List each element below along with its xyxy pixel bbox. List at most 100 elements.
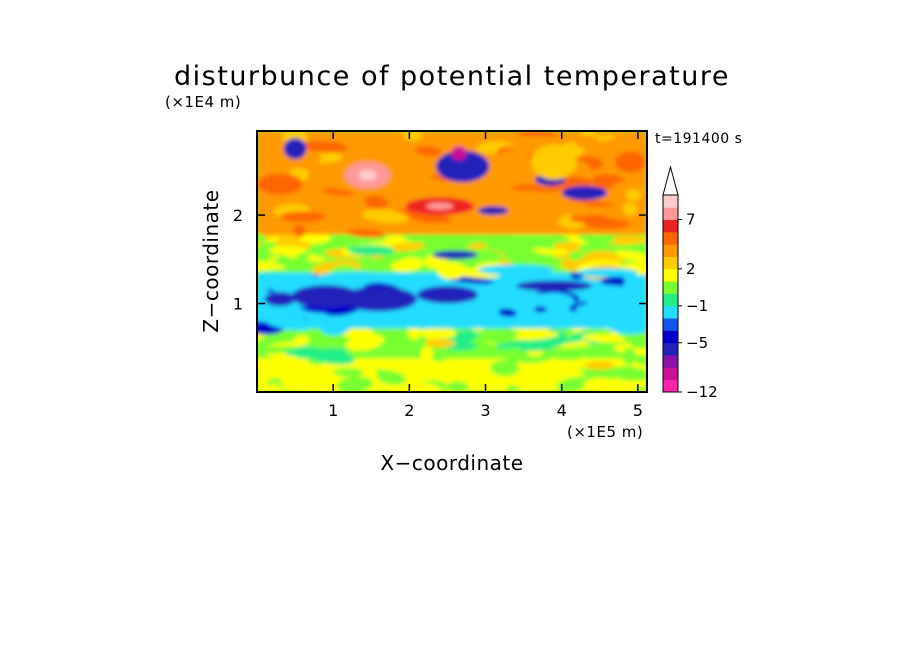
- field-patch: [348, 245, 395, 256]
- field-patch: [392, 182, 439, 191]
- colorbar-extend-arrow: [662, 165, 679, 196]
- field-patch: [317, 271, 395, 283]
- x-tick-label: 4: [557, 401, 567, 420]
- x-axis-ticks: 1 2 3 4 5: [328, 131, 643, 420]
- field-patch: [361, 209, 409, 224]
- field-patch: [615, 151, 646, 173]
- field-patch: [430, 355, 447, 362]
- field-patch: [556, 376, 595, 392]
- field-patch: [490, 360, 520, 377]
- field-patch: [402, 131, 422, 142]
- field-patch: [426, 202, 454, 210]
- x-tick-label: 5: [633, 401, 643, 420]
- field-patch: [424, 338, 456, 348]
- field-patch: [285, 347, 323, 357]
- field-patch: [542, 292, 575, 307]
- colorbar-label: −5: [686, 334, 708, 352]
- colorbar-swatch: [663, 330, 678, 344]
- field-patch: [333, 368, 364, 377]
- field-patch: [414, 146, 442, 157]
- field-patch: [436, 150, 490, 183]
- field-patch: [418, 328, 456, 339]
- field-patch: [587, 284, 620, 291]
- chart-title: disturbunce of potential temperature: [174, 61, 730, 92]
- field-patch: [320, 317, 352, 336]
- field-patch: [584, 313, 611, 329]
- field-patch: [363, 195, 388, 209]
- field-patch: [279, 211, 326, 223]
- y-axis-ticks: 12: [233, 206, 647, 314]
- colorbar-label: −1: [686, 297, 708, 315]
- colorbar-swatch: [663, 367, 678, 381]
- field-patch: [345, 334, 385, 351]
- field-patch: [535, 183, 579, 192]
- field-patch: [268, 246, 307, 255]
- field-patch: [559, 201, 595, 216]
- x-tick-label: 2: [404, 401, 414, 420]
- plot-frame: [256, 130, 648, 393]
- colorbar-swatch: [663, 342, 678, 356]
- colorbar-swatch: [663, 293, 678, 307]
- y-tick-label: 2: [233, 206, 243, 225]
- field-patch: [293, 335, 310, 345]
- y-unit-label: (×1E4 m): [165, 93, 241, 111]
- field-patch: [629, 314, 647, 320]
- field-patch: [319, 348, 349, 355]
- field-patch: [346, 229, 386, 238]
- field-patch: [358, 169, 377, 181]
- field-patch: [432, 250, 478, 260]
- field-patch: [262, 357, 310, 375]
- field-patch: [447, 276, 495, 284]
- field-patch: [257, 377, 268, 391]
- field-patch: [456, 316, 478, 327]
- field-patch: [451, 146, 467, 161]
- field-patch: [389, 242, 426, 252]
- field-patch: [263, 384, 280, 391]
- heatmap-field: [257, 131, 647, 392]
- field-patch: [257, 241, 280, 259]
- field-patch: [545, 375, 559, 385]
- colorbar: −12−5−127: [662, 165, 718, 401]
- field-patch: [596, 382, 624, 392]
- colorbar-swatch: [663, 281, 678, 294]
- field-patch: [283, 138, 307, 160]
- field-patch: [340, 286, 417, 312]
- colorbar-swatch: [663, 318, 678, 331]
- colorbar-swatch: [663, 355, 678, 368]
- field-patch: [553, 241, 581, 250]
- field-patch: [625, 189, 642, 201]
- field-patch: [498, 308, 517, 317]
- field-patch: [293, 224, 306, 237]
- field-patch: [477, 264, 555, 276]
- field-patch: [575, 304, 595, 313]
- field-patch: [446, 381, 470, 392]
- field-patch: [295, 232, 331, 245]
- colorbar-swatch: [663, 231, 678, 245]
- field-patch: [622, 202, 638, 216]
- field-patch: [437, 262, 467, 280]
- field-patch: [475, 332, 522, 341]
- colorbar-swatch: [663, 195, 678, 208]
- field-patch: [561, 185, 608, 201]
- colorbar-swatch: [663, 268, 678, 282]
- field-patch: [531, 144, 577, 180]
- field-patch: [497, 149, 527, 161]
- field-patch: [505, 347, 525, 364]
- field-patch: [493, 212, 532, 221]
- field-patch: [264, 292, 296, 307]
- colorbar-swatch: [663, 256, 678, 270]
- field-patch: [584, 361, 616, 370]
- field-patch: [477, 206, 509, 216]
- field-patch: [511, 184, 543, 191]
- x-unit-label: (×1E5 m): [567, 423, 643, 441]
- x-axis-label: X−coordinate: [380, 451, 523, 475]
- field-patch: [458, 330, 479, 337]
- field-patch: [630, 335, 647, 349]
- colorbar-swatch: [663, 207, 678, 221]
- x-tick-label: 1: [328, 401, 338, 420]
- colorbar-swatch: [663, 244, 678, 257]
- field-patch: [257, 260, 286, 269]
- field-patch: [257, 309, 290, 323]
- field-patch: [622, 347, 636, 365]
